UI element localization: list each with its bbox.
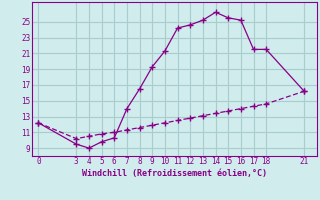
X-axis label: Windchill (Refroidissement éolien,°C): Windchill (Refroidissement éolien,°C) xyxy=(82,169,267,178)
